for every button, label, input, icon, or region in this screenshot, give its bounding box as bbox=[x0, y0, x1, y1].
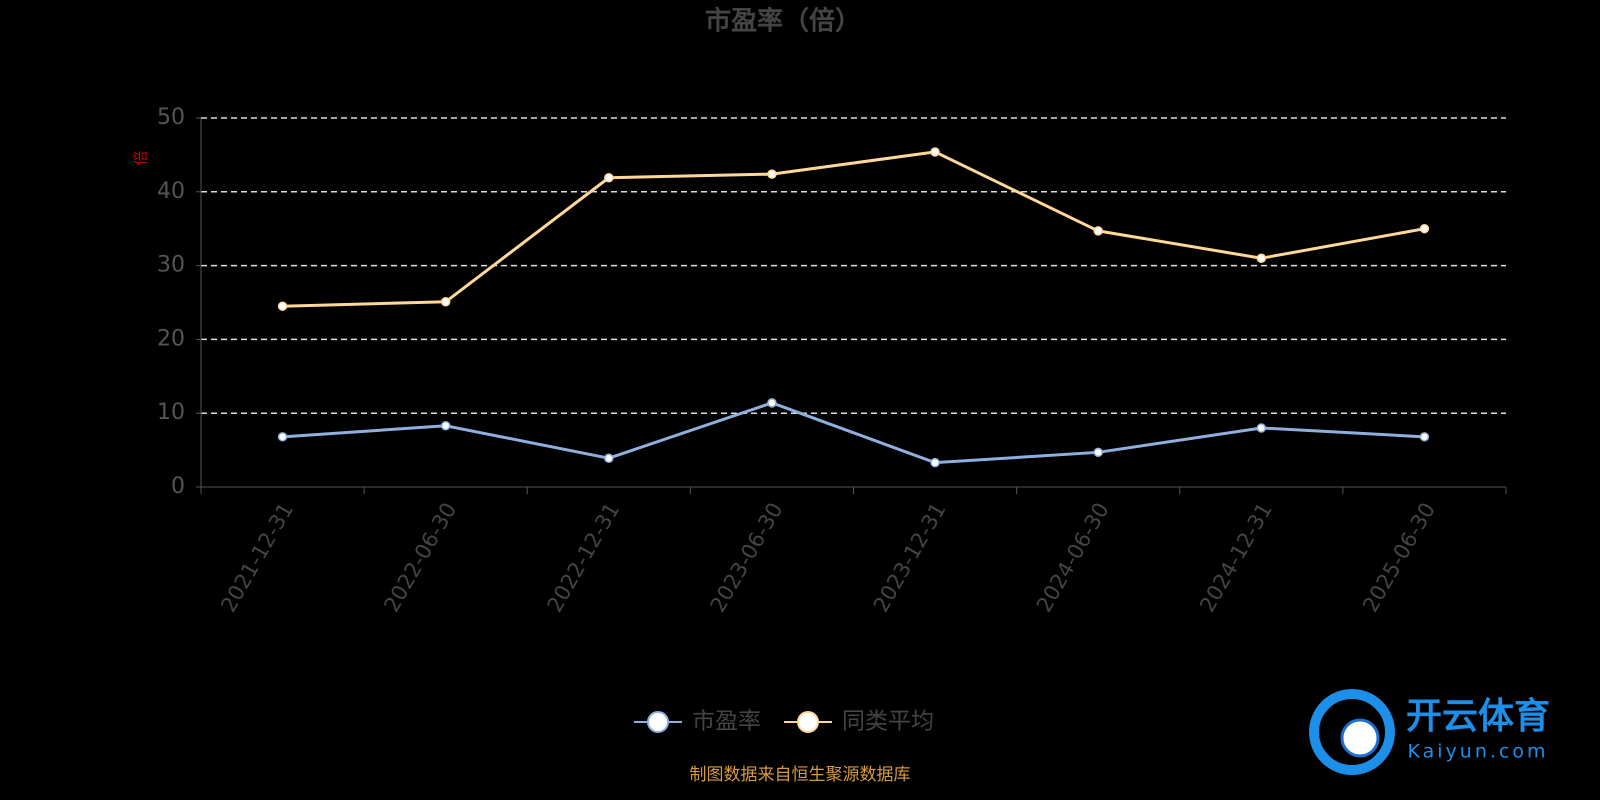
data-point bbox=[1093, 447, 1103, 458]
legend-label: 同类平均 bbox=[842, 709, 934, 735]
data-point bbox=[1256, 423, 1267, 433]
watermark-text: 开云体育 bbox=[1406, 696, 1550, 737]
y-tick-label: 0 bbox=[171, 474, 185, 499]
watermark: 开云体育 Kaiyun.com bbox=[1309, 689, 1550, 775]
legend-item: 同类平均 bbox=[784, 709, 934, 735]
legend-symbol bbox=[647, 711, 669, 733]
logo-ball bbox=[1340, 718, 1380, 758]
series-line bbox=[282, 150, 1425, 308]
legend-symbol bbox=[797, 711, 819, 733]
x-tick-label: 2024-12-31 bbox=[1195, 499, 1277, 617]
x-tick-label: 2022-06-30 bbox=[379, 499, 461, 617]
data-point bbox=[930, 457, 940, 468]
data-point bbox=[1256, 253, 1267, 263]
data-point bbox=[277, 432, 288, 442]
data-point bbox=[767, 169, 777, 179]
logo-ring bbox=[1309, 689, 1395, 775]
y-tick-label: 40 bbox=[157, 179, 185, 204]
data-point bbox=[1419, 432, 1430, 442]
data-point bbox=[277, 301, 288, 311]
data-point bbox=[1093, 226, 1103, 236]
y-axis-label: 倍 bbox=[132, 150, 150, 165]
y-tick-label: 10 bbox=[157, 400, 185, 425]
y-tick-label: 20 bbox=[157, 326, 185, 351]
watermark-subtext: Kaiyun.com bbox=[1408, 741, 1549, 763]
data-point bbox=[440, 420, 451, 431]
data-point bbox=[767, 398, 777, 408]
data-point bbox=[604, 453, 614, 463]
x-tick-label: 2023-12-31 bbox=[869, 499, 951, 617]
y-tick-label: 30 bbox=[157, 253, 185, 278]
data-point bbox=[1419, 223, 1430, 234]
legend-label: 市盈率 bbox=[692, 709, 761, 735]
series-line bbox=[282, 401, 1425, 465]
data-point bbox=[440, 297, 451, 307]
x-tick-label: 2023-06-30 bbox=[706, 499, 788, 617]
x-tick-label: 2022-12-31 bbox=[543, 499, 625, 617]
x-tick-label: 2024-06-30 bbox=[1032, 499, 1114, 617]
x-tick-label: 2025-06-30 bbox=[1358, 499, 1440, 617]
data-point bbox=[930, 147, 940, 157]
data-point bbox=[604, 173, 614, 183]
chart-title: 市盈率（倍） bbox=[705, 6, 861, 37]
legend-item: 市盈率 bbox=[634, 709, 761, 735]
source-note: 制图数据来自恒生聚源数据库 bbox=[690, 765, 911, 785]
x-tick-label: 2021-12-31 bbox=[216, 499, 298, 617]
y-tick-label: 50 bbox=[157, 105, 185, 130]
